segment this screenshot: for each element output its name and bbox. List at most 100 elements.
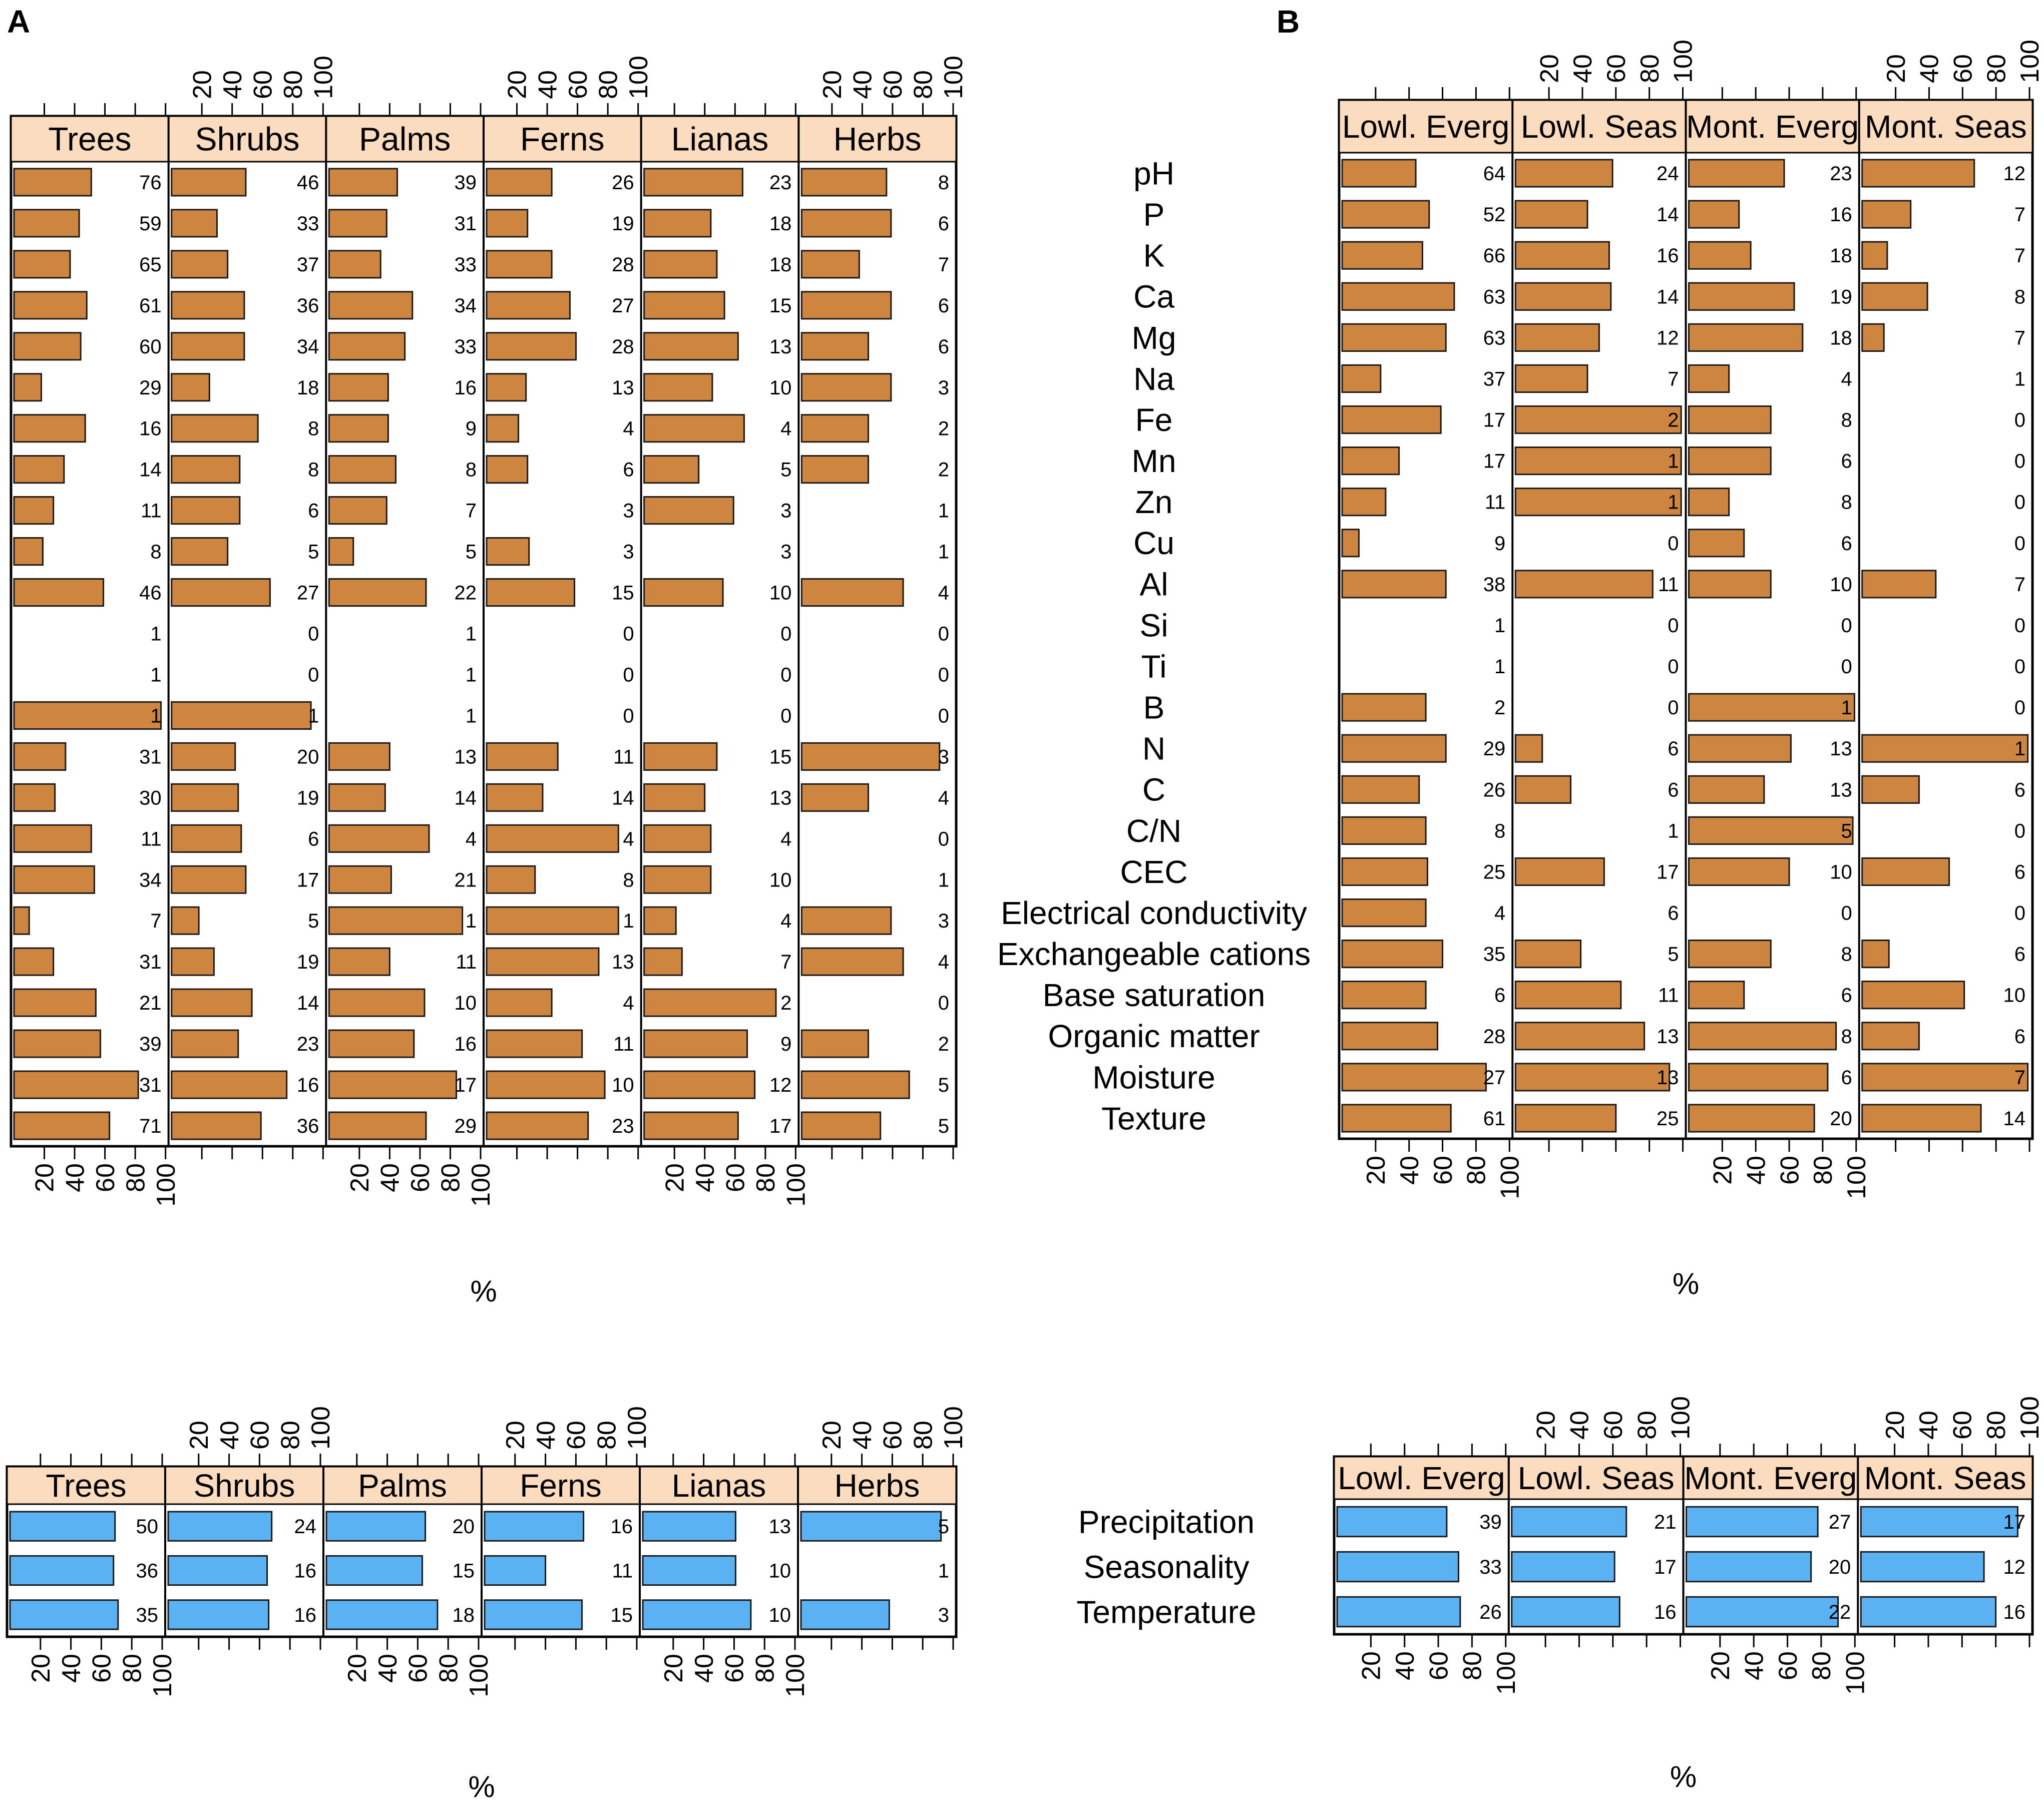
a-top-tick-label-3-3: 80 [594, 70, 623, 99]
a-top-bar-5-19 [800, 947, 904, 976]
a-bottom-value-label-3-2: 15 [611, 1604, 633, 1626]
b-top-strip-label-0: Lowl. Everg [1342, 109, 1509, 145]
a-top-value-label-4-20: 2 [780, 992, 791, 1014]
b-bottom-tick-label-1-4: 100 [1667, 1396, 1696, 1440]
a-top-bar-2-15 [328, 783, 386, 812]
a-top-value-label-5-0: 8 [938, 172, 949, 194]
a-top-bar-1-23 [171, 1111, 262, 1140]
a-top-value-label-0-21: 39 [139, 1033, 162, 1055]
b-top-value-label-3-1: 7 [2014, 204, 2025, 226]
a-top-bar-1-4 [171, 332, 245, 361]
b-top-bar-0-10 [1341, 570, 1447, 599]
b-top-category-label-9: Cu [1133, 525, 1174, 561]
b-top-bar-1-14 [1514, 734, 1543, 763]
b-top-bar-2-23 [1688, 1104, 1815, 1133]
a-top-bar-0-19 [13, 947, 55, 976]
a-top-bar-3-5 [486, 373, 527, 402]
b-top-category-label-4: Mg [1132, 320, 1176, 356]
a-top-bar-1-10 [171, 578, 271, 607]
a-top-bar-1-2 [171, 250, 229, 279]
b-top-bar-2-3 [1688, 282, 1795, 311]
a-top-bar-2-7 [328, 455, 397, 484]
a-bottom-bar-5-2 [800, 1599, 890, 1630]
a-bottom-bar-1-1 [167, 1555, 268, 1586]
b-top-value-label-3-5: 1 [2014, 368, 2025, 390]
a-top-value-label-5-5: 3 [938, 377, 949, 399]
a-top-value-label-2-16: 4 [466, 828, 477, 850]
a-top-bar-4-10 [643, 578, 724, 607]
a-top-bar-5-23 [800, 1111, 882, 1140]
b-top-bar-3-20 [1861, 981, 1965, 1010]
a-top-bar-4-7 [643, 455, 700, 484]
a-top-bar-0-7 [13, 455, 65, 484]
a-bottom-value-label-2-0: 20 [453, 1516, 475, 1538]
a-top-value-label-4-0: 23 [769, 172, 792, 194]
a-top-bar-0-17 [13, 865, 95, 894]
b-bottom-tick-label-1-3: 80 [1632, 1411, 1662, 1440]
a-bottom-tick-label-3-4: 100 [623, 1406, 652, 1450]
a-bottom-tick-label-3-0: 20 [501, 1421, 530, 1450]
a-top-bar-1-19 [171, 947, 215, 976]
b-top-tick-label-2-4: 100 [1842, 1156, 1871, 1199]
b-top-value-label-3-0: 12 [2003, 163, 2026, 185]
a-top-tick-label-3-4: 100 [624, 56, 653, 99]
a-top-value-label-4-7: 5 [780, 459, 791, 481]
a-top-bar-1-8 [171, 496, 241, 525]
a-top-value-label-4-18: 4 [780, 910, 791, 932]
a-top-bar-1-5 [171, 373, 210, 402]
b-top-bar-1-17 [1514, 857, 1605, 886]
b-top-value-label-2-19: 8 [1841, 944, 1852, 966]
a-top-bar-2-9 [328, 537, 354, 566]
b-bottom-value-label-1-2: 16 [1654, 1601, 1677, 1623]
a-top-bar-0-1 [13, 209, 80, 238]
a-top-bar-3-15 [486, 783, 544, 812]
b-top-value-label-3-4: 7 [2014, 327, 2025, 349]
a-top-bar-5-4 [800, 332, 870, 361]
a-bottom-tick-label-4-0: 20 [659, 1654, 688, 1683]
a-top-value-label-4-21: 9 [780, 1033, 791, 1055]
b-top-tick-label-0-1: 40 [1395, 1156, 1424, 1185]
a-top-bar-3-14 [486, 742, 559, 771]
a-bottom-tick-label-1-1: 40 [215, 1421, 244, 1450]
b-top-value-label-3-14: 1 [2014, 738, 2025, 760]
b-top-value-label-3-8: 0 [2014, 492, 2025, 514]
a-bottom-bar-3-1 [484, 1555, 547, 1586]
a-top-value-label-2-12: 1 [466, 664, 477, 686]
b-bottom-value-label-0-2: 26 [1479, 1601, 1502, 1623]
a-top-bar-0-23 [13, 1111, 111, 1140]
a-top-value-label-2-3: 34 [455, 295, 477, 317]
b-top-category-label-14: N [1142, 731, 1165, 767]
a-top-bar-5-2 [800, 250, 860, 279]
b-top-bar-1-15 [1514, 775, 1572, 804]
b-top-bar-2-16 [1688, 816, 1854, 845]
b-bottom-strip-0 [1333, 1456, 1510, 1500]
a-top-bar-4-21 [643, 1029, 748, 1058]
a-top-value-label-2-15: 14 [455, 787, 477, 809]
a-top-bar-2-23 [328, 1111, 427, 1140]
b-top-tick-label-1-2: 60 [1602, 54, 1631, 83]
a-top-value-label-2-19: 11 [456, 951, 477, 973]
b-top-bar-0-2 [1341, 241, 1423, 270]
a-top-tick-label-3-2: 60 [564, 70, 593, 99]
a-top-strip-3 [483, 115, 642, 163]
a-top-value-label-0-12: 1 [150, 664, 161, 686]
b-bottom-tick-label-2-2: 60 [1774, 1651, 1803, 1680]
a-top-value-label-0-1: 59 [139, 213, 162, 235]
a-top-value-label-5-14: 3 [938, 746, 949, 768]
a-bottom-tick-label-4-2: 60 [720, 1654, 749, 1683]
b-top-bar-0-21 [1341, 1022, 1439, 1051]
a-top-bar-3-16 [486, 824, 619, 853]
a-top-value-label-2-7: 8 [466, 459, 477, 481]
a-top-bar-0-4 [13, 332, 82, 361]
a-bottom-tick-label-1-2: 60 [246, 1421, 275, 1450]
b-top-value-label-1-9: 0 [1668, 533, 1679, 555]
b-bottom-strip-2 [1683, 1456, 1859, 1500]
b-top-bar-2-22 [1688, 1063, 1829, 1092]
a-top-tick-label-1-0: 20 [188, 70, 217, 99]
b-bottom-bar-2-2 [1686, 1596, 1839, 1628]
a-bottom-strip-label-2: Palms [358, 1468, 447, 1504]
b-bottom-tick-label-1-2: 60 [1599, 1411, 1628, 1440]
a-top-value-label-2-21: 16 [455, 1033, 477, 1055]
a-top-tick-label-5-1: 40 [849, 70, 878, 99]
b-top-value-label-1-16: 1 [1668, 820, 1679, 842]
